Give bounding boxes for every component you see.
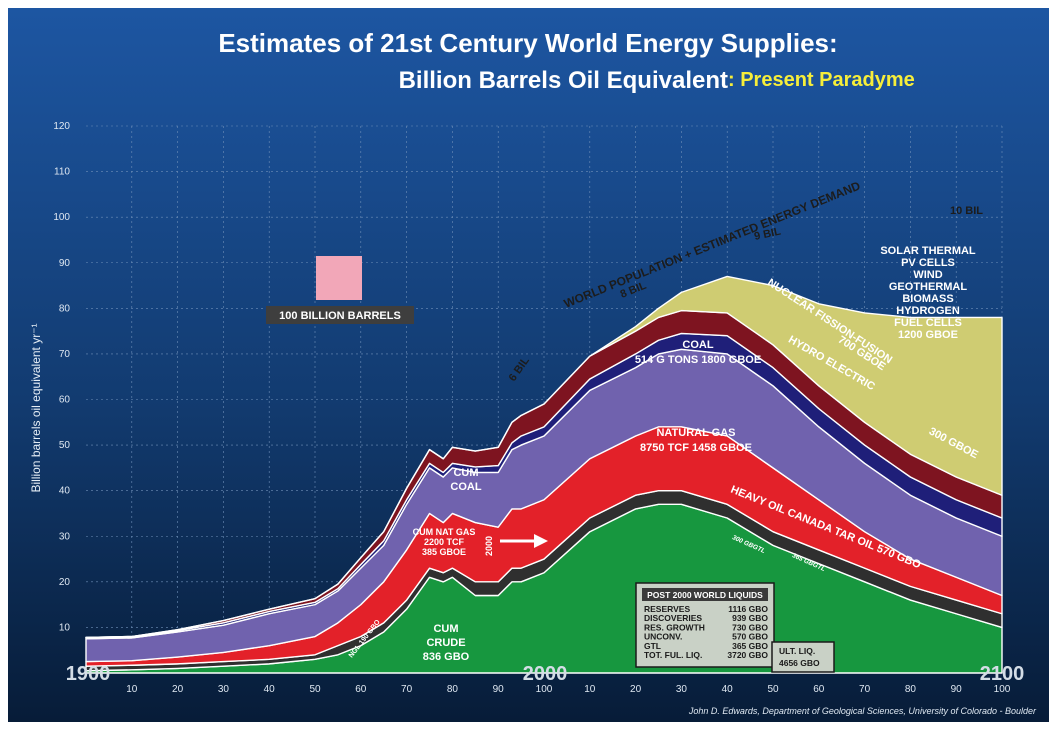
population-9-label: 9 BIL <box>753 226 782 243</box>
x-tick-label: 90 <box>493 684 505 695</box>
table-row-value: 939 GBO <box>732 613 768 623</box>
y-tick-label: 60 <box>59 395 71 406</box>
table-row-label: DISCOVERIES <box>644 613 702 623</box>
coal-label-2: 514 G TONS 1800 GBOE <box>635 354 761 366</box>
coal-label-1: COAL <box>682 339 713 351</box>
cum-crude-label-1: CUM <box>433 623 458 635</box>
solar-line-2: PV CELLS <box>901 257 955 269</box>
era-label-1900: 1900 <box>66 663 111 685</box>
x-tick-label: 50 <box>767 684 779 695</box>
cum-nat-gas-label-1: CUM NAT GAS <box>413 527 476 537</box>
y-tick-label: 40 <box>59 486 71 497</box>
chart-title-line1: Estimates of 21st Century World Energy S… <box>218 28 837 58</box>
solar-line-8: 1200 GBOE <box>898 329 958 341</box>
x-tick-label: 50 <box>309 684 321 695</box>
y-tick-label: 10 <box>59 622 71 633</box>
table-row-value: 570 GBO <box>732 632 768 642</box>
chart-frame: 10 20 30 40 50 60 70 80 90 100 110 120 10 20 30 40 50 60… <box>8 8 1049 722</box>
y-tick-label: 100 <box>53 212 70 223</box>
x-tick-label: 30 <box>676 684 688 695</box>
x-tick-label: 100 <box>994 684 1011 695</box>
post2000-table: POST 2000 WORLD LIQUIDS RESERVES 1116 GBO… <box>635 582 775 668</box>
cum-coal-label-1: CUM <box>453 467 478 479</box>
y-tick-label: 50 <box>59 440 71 451</box>
cum-coal-label-2: COAL <box>450 481 481 493</box>
x-tick-label: 20 <box>172 684 184 695</box>
x-tick-label: 10 <box>126 684 138 695</box>
population-10-label: 10 BIL <box>950 205 983 217</box>
x-tick-label: 70 <box>859 684 871 695</box>
y-tick-label: 30 <box>59 531 71 542</box>
area-solar-thermal <box>85 275 1003 639</box>
solar-line-6: HYDROGEN <box>896 305 960 317</box>
y-tick-label: 120 <box>53 121 70 132</box>
x-tick-label: 70 <box>401 684 413 695</box>
solar-line-4: GEOTHERMAL <box>889 281 968 293</box>
ult-liq-value: 4656 GBO <box>779 658 820 668</box>
x-tick-label: 30 <box>218 684 230 695</box>
cum-crude-label-3: 836 GBO <box>423 651 470 663</box>
table-row-value: 3720 GBO <box>727 650 768 660</box>
x-tick-label: 10 <box>584 684 596 695</box>
x-tick-label: 100 <box>536 684 553 695</box>
natural-gas-label-2: 8750 TCF 1458 GBOE <box>640 442 752 454</box>
cum-nat-gas-label-2: 2200 TCF <box>424 537 465 547</box>
natural-gas-label-1: NATURAL GAS <box>656 427 735 439</box>
table-row-label: TOT. FUL. LIQ. <box>644 650 702 660</box>
y-tick-label: 70 <box>59 349 71 360</box>
credit-text: John D. Edwards, Department of Geologica… <box>688 706 1037 716</box>
solar-line-5: BIOMASS <box>902 293 953 305</box>
chart-subtitle: : Present Paradyme <box>728 69 915 91</box>
x-tick-label: 60 <box>355 684 367 695</box>
table-row-value: 365 GBO <box>732 641 768 651</box>
table-row-label: GTL <box>644 641 661 651</box>
scale-legend-label: 100 BILLION BARRELS <box>279 310 401 322</box>
cum-nat-gas-year: 2000 <box>484 536 494 556</box>
arrow-icon <box>500 534 548 548</box>
y-tick-label: 80 <box>59 303 71 314</box>
x-tick-label: 40 <box>722 684 734 695</box>
table-row-label: UNCONV. <box>644 632 682 642</box>
y-axis-label: Billion barrels oil equivalent yr⁻¹ <box>29 323 43 492</box>
solar-label: SOLAR THERMAL PV CELLS WIND GEOTHERMAL B… <box>880 245 976 341</box>
x-tick-label: 80 <box>447 684 459 695</box>
table-row-value: 1116 GBO <box>728 604 768 614</box>
cum-crude-label-2: CRUDE <box>426 637 465 649</box>
y-tick-label: 90 <box>59 258 71 269</box>
y-tick-label: 110 <box>54 167 70 178</box>
era-label-2000: 2000 <box>523 663 568 685</box>
x-tick-label: 80 <box>905 684 917 695</box>
ult-liq-box: ULT. LIQ. 4656 GBO <box>771 641 835 673</box>
scale-legend-bar <box>266 306 414 324</box>
x-tick-labels: 10 20 30 40 50 60 70 80 90 100 10 20 30 40 50 60 70 80 90 1… <box>126 684 1011 695</box>
table-row-value: 730 GBO <box>732 622 768 632</box>
ult-liq-title: ULT. LIQ. <box>779 646 815 656</box>
table-row-label: RESERVES <box>644 604 690 614</box>
scale-legend-square <box>316 256 362 300</box>
x-tick-label: 20 <box>630 684 642 695</box>
cum-nat-gas-label-3: 385 GBOE <box>422 547 466 557</box>
solar-line-7: FUEL CELLS <box>894 317 962 329</box>
post2000-title: POST 2000 WORLD LIQUIDS <box>647 590 763 600</box>
x-tick-label: 40 <box>264 684 276 695</box>
y-tick-label: 20 <box>59 577 71 588</box>
x-tick-label: 60 <box>813 684 825 695</box>
era-label-2100: 2100 <box>980 663 1025 685</box>
x-tick-label: 90 <box>951 684 963 695</box>
y-tick-labels: 10 20 30 40 50 60 70 80 90 100 110 120 <box>53 121 70 633</box>
table-row-label: RES. GROWTH <box>644 622 705 632</box>
solar-line-1: SOLAR THERMAL <box>880 245 976 257</box>
energy-chart: 10 20 30 40 50 60 70 80 90 100 110 120 10 20 30 40 50 60… <box>8 8 1049 722</box>
solar-line-3: WIND <box>913 269 942 281</box>
chart-title-line2: Billion Barrels Oil Equivalent <box>399 67 728 94</box>
